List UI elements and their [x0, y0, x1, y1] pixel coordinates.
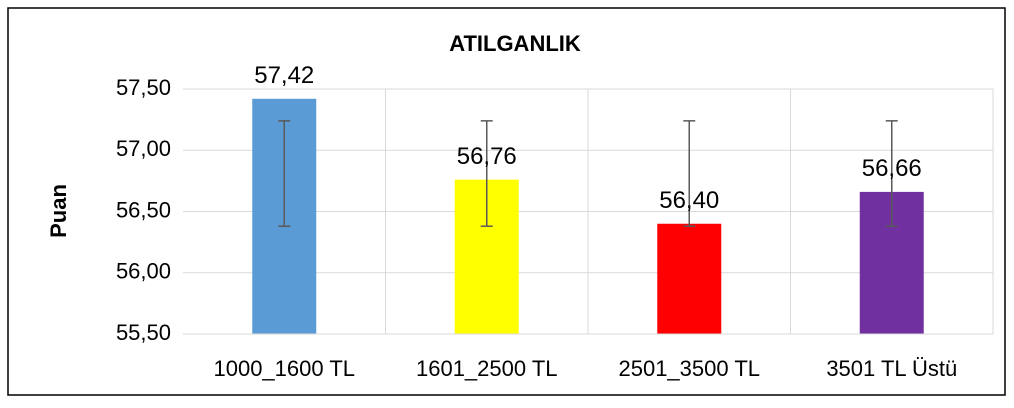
- y-tick-label: 57,50: [116, 75, 171, 100]
- y-axis-label: Puan: [46, 184, 71, 238]
- x-tick-label: 1000_1600 TL: [213, 356, 355, 381]
- data-label: 56,66: [862, 155, 922, 182]
- x-tick-label: 1601_2500 TL: [416, 356, 558, 381]
- x-tick-label: 2501_3500 TL: [618, 356, 760, 381]
- y-tick-label: 56,00: [116, 259, 171, 284]
- chart-title: ATILGANLIK: [449, 31, 581, 56]
- bar: [657, 223, 722, 334]
- data-label: 56,76: [457, 143, 517, 170]
- data-label: 57,42: [254, 62, 314, 89]
- y-tick-label: 57,00: [116, 136, 171, 161]
- data-label: 56,40: [659, 187, 719, 214]
- y-tick-label: 56,50: [116, 197, 171, 222]
- x-tick-label: 3501 TL Üstü: [826, 356, 957, 381]
- y-tick-label: 55,50: [116, 320, 171, 345]
